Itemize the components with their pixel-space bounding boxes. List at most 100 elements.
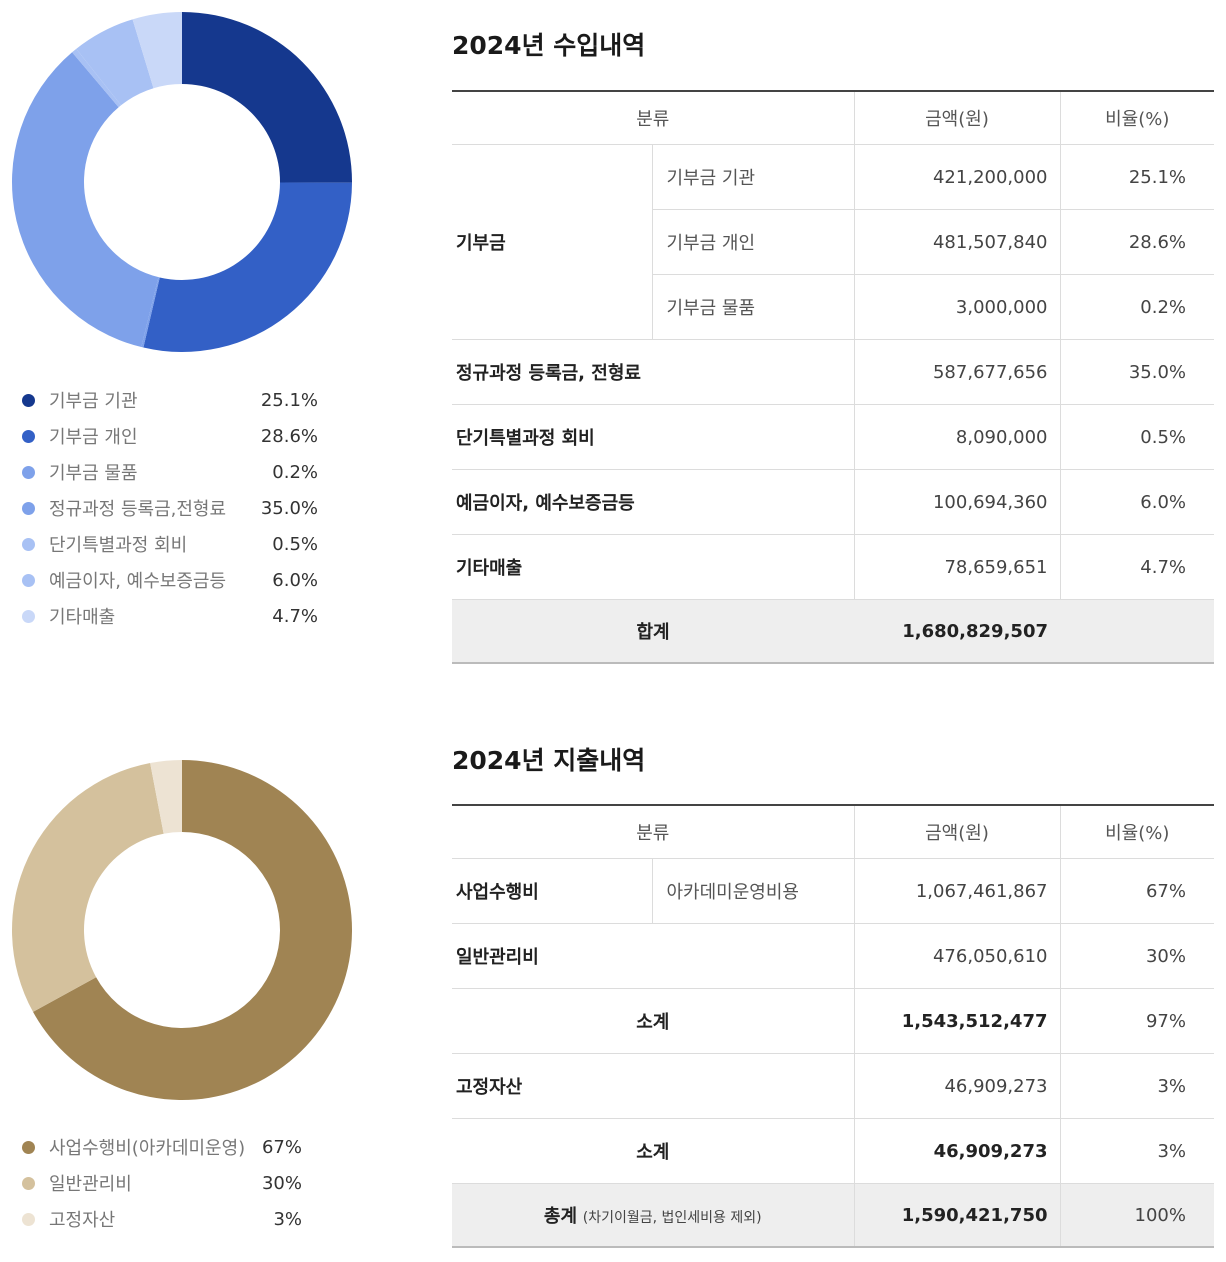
table-row: 예금이자, 예수보증금등 100,694,360 6.0%: [452, 469, 1214, 535]
amount-cell: 1,067,461,867: [853, 858, 1060, 924]
amount-cell: 3,000,000: [853, 274, 1060, 340]
legend-dot-icon: [22, 393, 35, 407]
legend-item: 정규과정 등록금,전형료 35.0%: [22, 490, 322, 526]
legend-label: 예금이자, 예수보증금등: [49, 571, 227, 592]
ratio-cell: 28.6%: [1059, 209, 1214, 275]
income-total-row: 합계 1,680,829,507: [452, 599, 1214, 664]
header-ratio: 비율(%): [1059, 91, 1214, 145]
category-cell: 단기특별과정 회비: [452, 404, 854, 470]
income-donut-chart: [11, 12, 352, 352]
table-row: 소계 46,909,273 3%: [452, 1118, 1214, 1184]
legend-item: 기타매출 4.7%: [22, 598, 322, 634]
donut-slice-0-4: [72, 48, 122, 108]
legend-label: 고정자산: [49, 1210, 116, 1231]
legend-value: 4.7%: [272, 605, 318, 627]
legend-label: 기부금 개인: [49, 427, 138, 448]
total-amount: 1,680,829,507: [854, 599, 1060, 664]
expense-header-row: 분류 금액(원) 비율(%): [452, 805, 1214, 859]
legend-item: 기부금 물품 0.2%: [22, 454, 322, 490]
amount-cell: 421,200,000: [853, 144, 1060, 210]
subtotal-ratio: 97%: [1059, 988, 1214, 1054]
category-cell: 일반관리비: [452, 923, 854, 989]
donut-slice-1-0: [33, 760, 353, 1100]
total-label: 합계: [452, 599, 854, 664]
subtotal-ratio: 3%: [1059, 1118, 1214, 1184]
amount-cell: 587,677,656: [853, 339, 1060, 405]
table-row: 기부금 기부금 기관 421,200,000 25.1%: [452, 144, 1214, 340]
ratio-cell: 6.0%: [1059, 469, 1214, 535]
header-category: 분류: [452, 91, 854, 145]
category-cell: 고정자산: [452, 1053, 854, 1119]
expense-table: 분류 금액(원) 비율(%) 사업수행비 아카데미운영비용 1,067,461,…: [452, 804, 1214, 1248]
legend-value: 0.2%: [272, 461, 318, 483]
amount-cell: 481,507,840: [853, 209, 1060, 275]
category-cell: 사업수행비: [452, 858, 652, 924]
legend-dot-icon: [22, 501, 35, 515]
legend-dot-icon: [22, 537, 35, 551]
legend-label: 단기특별과정 회비: [49, 535, 188, 556]
expense-legend: 사업수행비(아카데미운영) 67% 일반관리비 30% 고정자산 3%: [22, 1129, 322, 1237]
legend-value: 35.0%: [260, 497, 318, 519]
income-legend: 기부금 기관 25.1% 기부금 개인 28.6% 기부금 물품 0.2% 정규과정 등록금…: [22, 382, 322, 634]
ratio-cell: 0.5%: [1059, 404, 1214, 470]
legend-dot-icon: [22, 1212, 35, 1226]
donut-slice-0-2: [141, 277, 160, 348]
legend-dot-icon: [22, 1176, 35, 1190]
category-cell: 정규과정 등록금, 전형료: [452, 339, 854, 405]
legend-label: 정규과정 등록금,전형료: [49, 499, 227, 520]
total-ratio: 100%: [1059, 1183, 1214, 1248]
donut-slice-1-1: [11, 763, 164, 1012]
income-header-row: 분류 금액(원) 비율(%): [452, 91, 1214, 145]
amount-cell: 476,050,610: [853, 923, 1060, 989]
ratio-cell: 4.7%: [1059, 534, 1214, 600]
table-row: 정규과정 등록금, 전형료 587,677,656 35.0%: [452, 339, 1214, 405]
subtotal-label: 소계: [452, 988, 854, 1054]
donut-slice-1-2: [150, 760, 182, 834]
expense-title: 2024년 지출내역: [452, 746, 646, 775]
table-row: 기부금 개인 481,507,840 28.6%: [452, 209, 1214, 275]
total-note: (차기이월금, 법인세비용 제외): [582, 1210, 762, 1226]
amount-cell: 8,090,000: [853, 404, 1060, 470]
table-row: 소계 1,543,512,477 97%: [452, 988, 1214, 1054]
sub-category: 기부금 물품: [651, 274, 854, 340]
donut-slice-0-6: [132, 12, 182, 89]
donation-group-label: 기부금: [452, 144, 652, 340]
legend-dot-icon: [22, 573, 35, 587]
header-category: 분류: [452, 805, 854, 859]
sub-category: 아카데미운영비용: [651, 858, 854, 924]
sub-category: 기부금 개인: [651, 209, 854, 275]
income-title: 2024년 수입내역: [452, 31, 646, 60]
table-row: 사업수행비 아카데미운영비용 1,067,461,867 67%: [452, 858, 1214, 924]
amount-cell: 100,694,360: [853, 469, 1060, 535]
legend-value: 30%: [261, 1172, 302, 1194]
donut-slice-0-3: [11, 52, 159, 348]
total-amount: 1,590,421,750: [853, 1183, 1060, 1248]
ratio-cell: 30%: [1059, 923, 1214, 989]
income-table: 분류 금액(원) 비율(%) 기부금 기부금 기관 421,200,000 25…: [452, 90, 1214, 664]
header-ratio: 비율(%): [1059, 805, 1214, 859]
subtotal-amount: 1,543,512,477: [853, 988, 1060, 1054]
legend-label: 기부금 기관: [49, 391, 138, 412]
legend-item: 일반관리비 30%: [22, 1165, 322, 1201]
sub-category: 기부금 기관: [651, 144, 854, 210]
ratio-cell: 35.0%: [1059, 339, 1214, 405]
legend-item: 사업수행비(아카데미운영) 67%: [22, 1129, 322, 1165]
table-row: 단기특별과정 회비 8,090,000 0.5%: [452, 404, 1214, 470]
subtotal-label: 소계: [452, 1118, 854, 1184]
table-row: 고정자산 46,909,273 3%: [452, 1053, 1214, 1119]
legend-value: 3%: [273, 1208, 302, 1230]
donut-slice-0-0: [182, 12, 352, 183]
legend-value: 0.5%: [272, 533, 318, 555]
legend-item: 기부금 기관 25.1%: [22, 382, 322, 418]
legend-dot-icon: [22, 1140, 35, 1154]
ratio-cell: 67%: [1059, 858, 1214, 924]
header-amount: 금액(원): [853, 805, 1060, 859]
legend-label: 기타매출: [49, 607, 116, 628]
legend-dot-icon: [22, 609, 35, 623]
subtotal-amount: 46,909,273: [853, 1118, 1060, 1184]
ratio-cell: 0.2%: [1059, 274, 1214, 340]
legend-label: 사업수행비(아카데미운영): [49, 1138, 246, 1159]
total-label-cell: 총계 (차기이월금, 법인세비용 제외): [452, 1183, 854, 1248]
legend-label: 일반관리비: [49, 1174, 132, 1195]
amount-cell: 46,909,273: [853, 1053, 1060, 1119]
